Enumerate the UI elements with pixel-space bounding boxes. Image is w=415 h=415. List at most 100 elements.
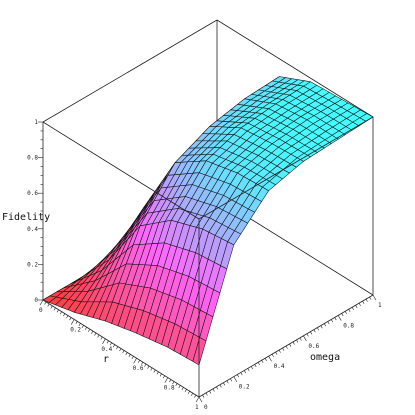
- omega-tick: [306, 333, 309, 337]
- omega-tick: [337, 315, 342, 321]
- omega-tick: [212, 388, 215, 392]
- omega-tick: [334, 317, 337, 321]
- r-tick: [175, 383, 178, 387]
- r-tick: [50, 305, 53, 309]
- r-tick: [150, 367, 153, 371]
- omega-tick: [344, 311, 347, 315]
- omega-tick: [303, 335, 307, 342]
- omega-tick: [369, 296, 372, 300]
- r-tick: [159, 373, 162, 377]
- omega-tick: [205, 392, 208, 396]
- omega-tick: [230, 378, 233, 382]
- r-tick: [84, 327, 87, 330]
- omega-tick: [358, 303, 361, 306]
- r-tick-label: 1: [195, 404, 199, 411]
- omega-tick: [209, 390, 212, 394]
- fidelity-axis-label: Fidelity: [2, 212, 50, 223]
- omega-tick: [240, 372, 243, 376]
- omega-tick: [275, 351, 278, 355]
- r-tick: [195, 396, 200, 403]
- omega-tick: [299, 337, 302, 341]
- r-tick: [147, 365, 150, 369]
- r-tick-label: 0.8: [164, 385, 175, 392]
- omega-tick: [247, 368, 250, 372]
- r-tick: [122, 350, 125, 354]
- omega-tick-label: 0: [204, 404, 208, 411]
- omega-tick: [296, 339, 299, 343]
- r-tick-label: 0.6: [133, 365, 144, 372]
- omega-axis-label: omega: [310, 352, 340, 363]
- omega-tick: [365, 298, 368, 302]
- omega-tick: [372, 294, 377, 301]
- omega-tick-label: 0.4: [274, 363, 285, 370]
- r-tick: [184, 389, 187, 392]
- omega-tick: [271, 354, 274, 357]
- r-tick-label: 0: [39, 307, 43, 314]
- r-tick: [119, 348, 122, 352]
- omega-tick: [355, 305, 358, 308]
- omega-tick: [285, 345, 288, 349]
- r-tick: [164, 377, 169, 383]
- r-tick: [191, 392, 194, 396]
- r-axis-label: r: [103, 354, 109, 365]
- r-tick: [137, 359, 140, 363]
- r-tick: [70, 319, 75, 325]
- fidelity-surface: [42, 76, 374, 366]
- r-tick: [94, 332, 97, 336]
- omega-tick: [268, 356, 272, 362]
- omega-tick: [202, 394, 205, 398]
- fidelity-tick-label: 0.4: [27, 226, 38, 233]
- omega-axis-ticks: 0 0.2 0.4 0.6 0.8 1: [198, 294, 382, 411]
- fidelity-tick-label: 0.2: [27, 261, 38, 268]
- omega-tick: [289, 343, 292, 347]
- fidelity-tick-label: 0: [34, 297, 38, 304]
- omega-tick: [223, 382, 226, 386]
- r-tick: [194, 394, 197, 398]
- r-tick: [128, 354, 131, 358]
- omega-tick: [310, 331, 313, 335]
- omega-tick: [216, 386, 219, 390]
- fidelity-tick-label: 0.6: [27, 190, 38, 197]
- omega-tick: [233, 376, 238, 382]
- r-tick: [144, 363, 147, 367]
- omega-tick-label: 0.2: [239, 384, 250, 391]
- r-tick: [69, 317, 72, 321]
- r-tick: [59, 311, 62, 315]
- r-tick: [39, 299, 44, 306]
- omega-tick: [292, 341, 295, 345]
- box-edge: [42, 19, 218, 123]
- omega-tick: [261, 360, 264, 364]
- r-tick: [133, 358, 137, 364]
- r-tick: [178, 385, 181, 389]
- omega-tick: [198, 396, 203, 403]
- r-tick: [153, 369, 156, 373]
- omega-tick: [351, 307, 354, 310]
- r-tick: [88, 328, 91, 332]
- r-tick: [106, 340, 109, 344]
- fidelity-tick-label: 1: [34, 119, 38, 126]
- r-tick: [81, 325, 84, 328]
- omega-tick: [254, 364, 257, 368]
- r-tick-label: 0.4: [101, 346, 112, 353]
- omega-tick-label: 1: [378, 302, 382, 309]
- r-tick: [172, 381, 175, 385]
- omega-tick: [278, 349, 281, 353]
- r-tick: [75, 321, 78, 325]
- r-tick: [181, 387, 184, 391]
- omega-tick: [327, 321, 330, 325]
- omega-tick: [237, 374, 240, 378]
- r-tick: [78, 323, 81, 327]
- r-tick: [44, 301, 47, 305]
- r-tick: [56, 309, 59, 313]
- r-tick: [53, 307, 56, 311]
- omega-tick: [226, 380, 229, 384]
- r-tick: [47, 303, 50, 307]
- box-edge: [216, 19, 374, 118]
- omega-tick: [362, 300, 365, 304]
- omega-tick: [324, 323, 327, 327]
- r-tick: [131, 356, 134, 359]
- r-tick: [156, 371, 159, 375]
- omega-tick: [348, 309, 351, 313]
- r-tick: [116, 346, 119, 350]
